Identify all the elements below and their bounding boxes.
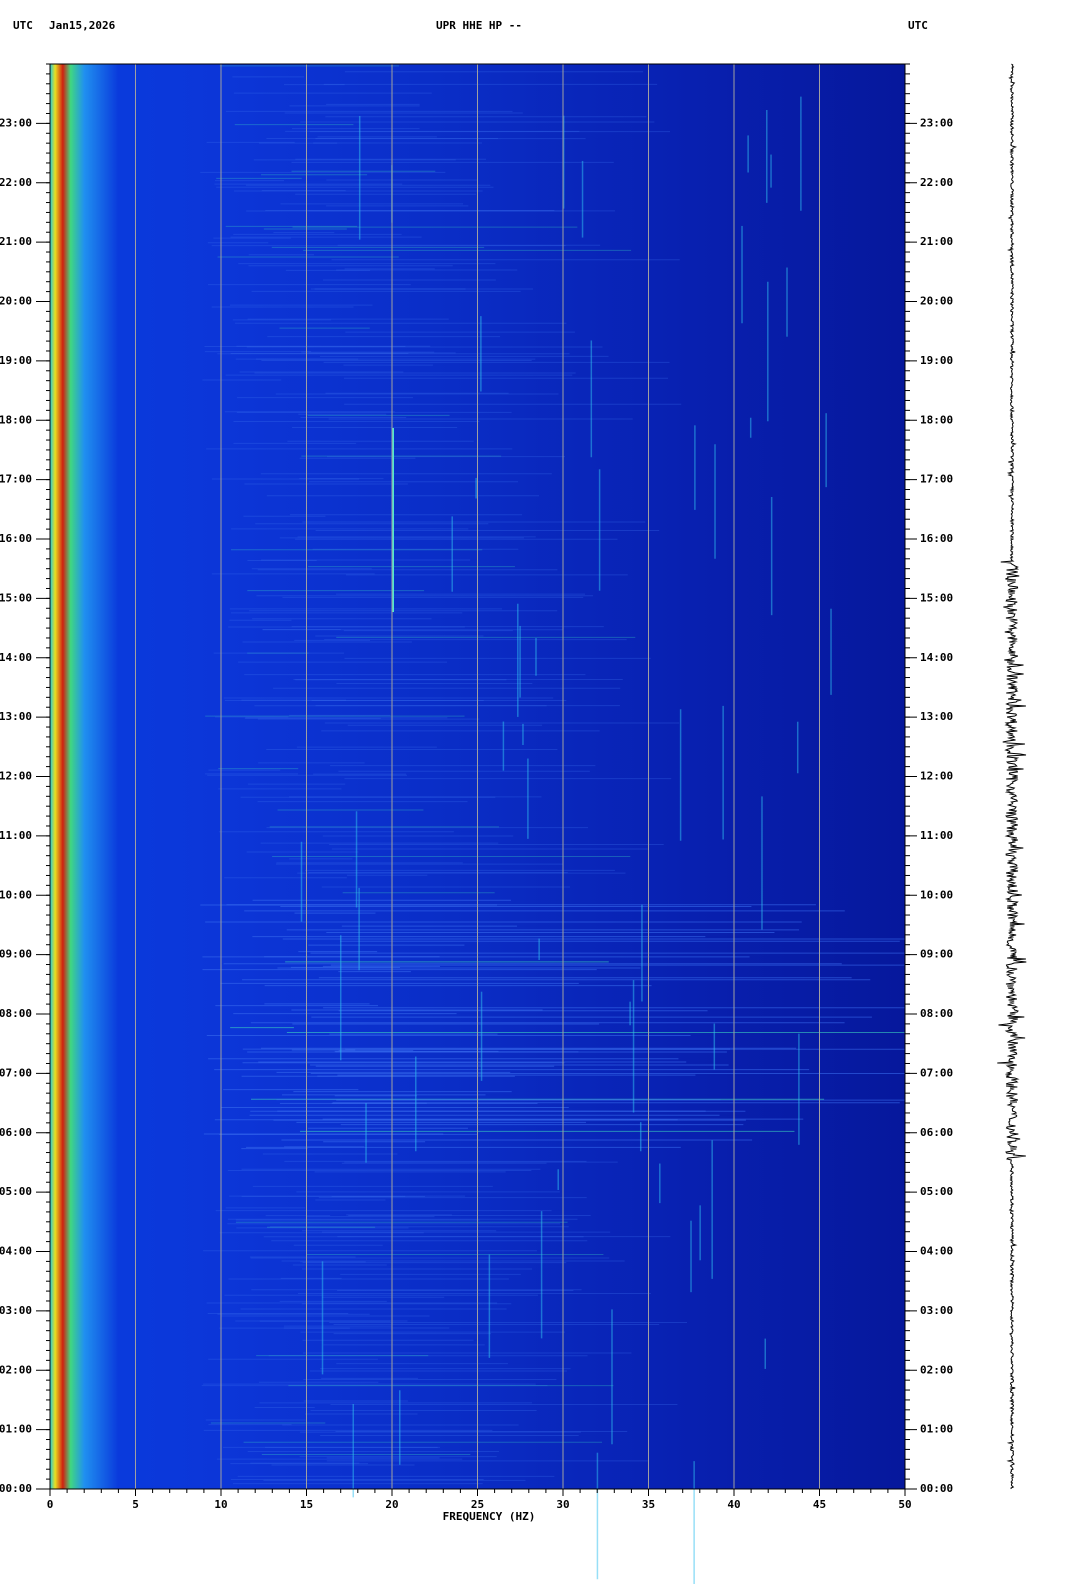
y-tick-label: 20:00 bbox=[0, 295, 32, 308]
chart-title: UPR HHE HP -- bbox=[436, 19, 522, 32]
y-tick-label: 14:00 bbox=[0, 651, 32, 664]
y-tick-label-right: 01:00 bbox=[920, 1423, 953, 1436]
timezone-left: UTC bbox=[13, 19, 33, 32]
seismogram-trace bbox=[997, 63, 1027, 1490]
grid bbox=[135, 64, 820, 1489]
y-tick-label: 00:00 bbox=[0, 1482, 32, 1495]
y-tick-label: 09:00 bbox=[0, 948, 32, 961]
x-axis-label: FREQUENCY (HZ) bbox=[443, 1510, 536, 1523]
x-tick-label: 45 bbox=[813, 1498, 826, 1511]
y-tick-label: 23:00 bbox=[0, 116, 32, 129]
date: Jan15,2026 bbox=[49, 19, 116, 32]
y-tick-label-right: 09:00 bbox=[920, 948, 953, 961]
y-tick-label-right: 08:00 bbox=[920, 1007, 953, 1020]
y-tick-label-right: 00:00 bbox=[920, 1482, 953, 1495]
y-tick-label: 08:00 bbox=[0, 1007, 32, 1020]
y-tick-label: 06:00 bbox=[0, 1126, 32, 1139]
y-tick-label-right: 16:00 bbox=[920, 532, 953, 545]
y-tick-label-right: 05:00 bbox=[920, 1185, 953, 1198]
timezone-right: UTC bbox=[908, 19, 928, 32]
y-tick-label: 18:00 bbox=[0, 413, 32, 426]
y-tick-label: 21:00 bbox=[0, 235, 32, 248]
y-tick-label-right: 06:00 bbox=[920, 1126, 953, 1139]
x-tick-label: 5 bbox=[132, 1498, 139, 1511]
y-tick-label-right: 19:00 bbox=[920, 354, 953, 367]
y-tick-label: 13:00 bbox=[0, 710, 32, 723]
spectral-texture bbox=[200, 63, 905, 1584]
y-tick-label: 10:00 bbox=[0, 888, 32, 901]
y-tick-label: 19:00 bbox=[0, 354, 32, 367]
y-tick-label-right: 18:00 bbox=[920, 413, 953, 426]
x-tick-label: 10 bbox=[214, 1498, 227, 1511]
y-tick-label: 12:00 bbox=[0, 770, 32, 783]
y-tick-label-right: 07:00 bbox=[920, 1066, 953, 1079]
y-tick-label: 05:00 bbox=[0, 1185, 32, 1198]
y-tick-label-right: 15:00 bbox=[920, 591, 953, 604]
y-tick-label-right: 17:00 bbox=[920, 473, 953, 486]
y-tick-label-right: 03:00 bbox=[920, 1304, 953, 1317]
x-tick-label: 40 bbox=[727, 1498, 740, 1511]
y-tick-label-right: 21:00 bbox=[920, 235, 953, 248]
y-tick-label-right: 22:00 bbox=[920, 176, 953, 189]
y-tick-label-right: 10:00 bbox=[920, 888, 953, 901]
axes: 0 5 10 15 20 25 30 35 40 45 50 00:00 00:00 01:00 01:00… bbox=[0, 63, 953, 1511]
y-tick-label: 16:00 bbox=[0, 532, 32, 545]
y-tick-label: 17:00 bbox=[0, 473, 32, 486]
x-tick-label: 15 bbox=[300, 1498, 313, 1511]
y-tick-label-right: 23:00 bbox=[920, 116, 953, 129]
x-tick-label: 0 bbox=[47, 1498, 54, 1511]
y-tick-label: 07:00 bbox=[0, 1066, 32, 1079]
y-tick-label-right: 14:00 bbox=[920, 651, 953, 664]
y-tick-label: 04:00 bbox=[0, 1245, 32, 1258]
y-tick-label-right: 11:00 bbox=[920, 829, 953, 842]
y-tick-label: 22:00 bbox=[0, 176, 32, 189]
x-tick-label: 20 bbox=[385, 1498, 398, 1511]
x-tick-label: 35 bbox=[642, 1498, 655, 1511]
x-tick-label: 30 bbox=[556, 1498, 569, 1511]
y-tick-label: 02:00 bbox=[0, 1363, 32, 1376]
y-tick-label-right: 04:00 bbox=[920, 1245, 953, 1258]
y-tick-label-right: 20:00 bbox=[920, 295, 953, 308]
y-tick-label-right: 12:00 bbox=[920, 770, 953, 783]
y-tick-label: 11:00 bbox=[0, 829, 32, 842]
y-tick-label: 15:00 bbox=[0, 591, 32, 604]
y-tick-label: 01:00 bbox=[0, 1423, 32, 1436]
y-tick-label: 03:00 bbox=[0, 1304, 32, 1317]
y-tick-label-right: 02:00 bbox=[920, 1363, 953, 1376]
y-tick-label-right: 13:00 bbox=[920, 710, 953, 723]
x-tick-label: 50 bbox=[898, 1498, 911, 1511]
x-tick-label: 25 bbox=[471, 1498, 484, 1511]
